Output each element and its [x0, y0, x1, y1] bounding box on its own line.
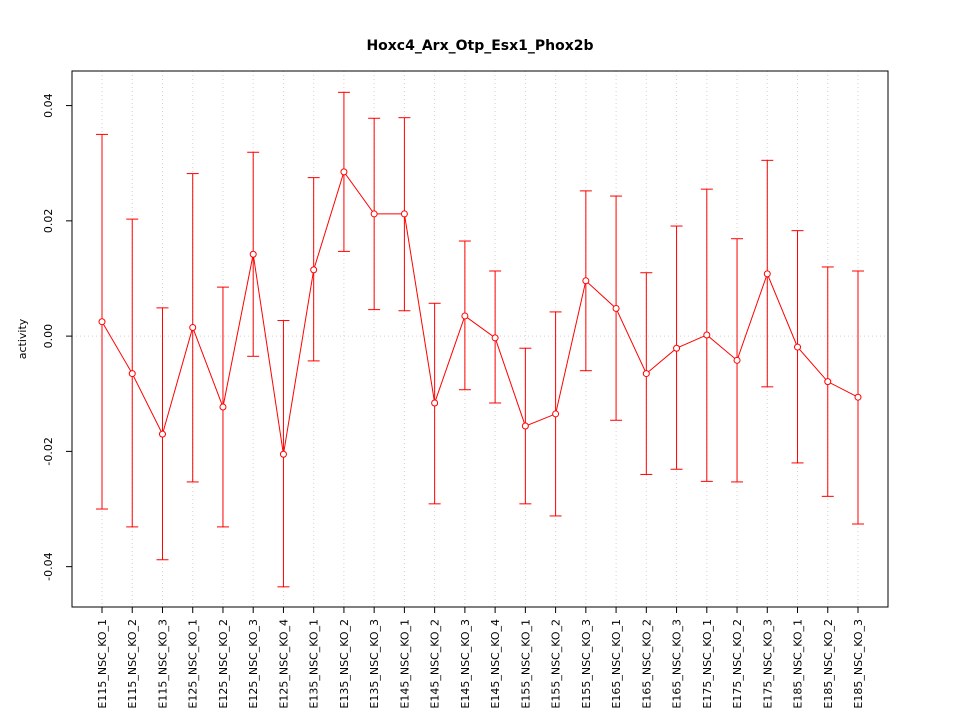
data-point — [400, 210, 408, 218]
data-point — [370, 210, 378, 218]
data-point — [249, 250, 257, 258]
x-tick-label: E135_NSC_KO_3 — [368, 619, 381, 709]
data-point — [612, 304, 620, 312]
x-tick-label: E175_NSC_KO_2 — [731, 619, 744, 709]
data-point — [189, 323, 197, 331]
x-tick-label: E125_NSC_KO_2 — [217, 619, 230, 709]
x-tick-label: E145_NSC_KO_4 — [489, 619, 502, 709]
data-point — [340, 168, 348, 176]
x-tick-label: E185_NSC_KO_2 — [822, 619, 835, 709]
x-tick-label: E115_NSC_KO_1 — [96, 619, 109, 709]
data-point — [128, 370, 136, 378]
x-tick-label: E165_NSC_KO_1 — [610, 619, 623, 709]
x-tick-label: E135_NSC_KO_1 — [308, 619, 321, 709]
data-point — [582, 277, 590, 285]
series-line — [101, 170, 859, 455]
x-tick-label: E115_NSC_KO_3 — [156, 619, 169, 709]
data-point — [642, 370, 650, 378]
data-point — [673, 344, 681, 352]
x-tick-label: E145_NSC_KO_3 — [459, 619, 472, 709]
y-tick-label: -0.02 — [42, 437, 55, 465]
x-tick-label: E165_NSC_KO_3 — [671, 619, 684, 709]
chart-title: Hoxc4_Arx_Otp_Esx1_Phox2b — [366, 38, 593, 54]
grid — [72, 71, 888, 607]
data-point — [703, 331, 711, 339]
data-point — [158, 430, 166, 438]
data-point — [431, 399, 439, 407]
error-bars — [96, 91, 864, 588]
plot-frame — [71, 70, 889, 608]
data-point — [310, 266, 318, 274]
x-tick-label: E165_NSC_KO_2 — [640, 619, 653, 709]
x-tick-label: E175_NSC_KO_1 — [701, 619, 714, 709]
data-point — [763, 270, 771, 278]
y-axis: -0.04 -0.02 0.00 0.02 0.04 — [42, 93, 72, 581]
x-tick-label: E145_NSC_KO_2 — [429, 619, 442, 709]
data-point — [824, 378, 832, 386]
x-tick-label: E125_NSC_KO_3 — [247, 619, 260, 709]
data-point — [461, 312, 469, 320]
data-point — [521, 422, 529, 430]
data-point — [279, 450, 287, 458]
x-axis: E115_NSC_KO_1 E115_NSC_KO_2 E115_NSC_KO_3 E… — [96, 607, 865, 709]
x-tick-label: E115_NSC_KO_2 — [126, 619, 139, 709]
y-tick-label: 0.02 — [42, 209, 55, 234]
x-tick-label: E145_NSC_KO_1 — [398, 619, 411, 709]
data-point — [491, 334, 499, 342]
data-points — [98, 168, 862, 458]
data-point — [98, 318, 106, 326]
x-tick-label: E175_NSC_KO_3 — [761, 619, 774, 709]
x-tick-label: E125_NSC_KO_4 — [277, 619, 290, 709]
y-tick-label: -0.04 — [42, 552, 55, 580]
x-tick-label: E185_NSC_KO_1 — [792, 619, 805, 709]
data-point — [219, 403, 227, 411]
data-point — [794, 343, 802, 351]
data-point — [733, 356, 741, 364]
x-tick-label: E125_NSC_KO_1 — [187, 619, 200, 709]
data-point — [854, 393, 862, 401]
y-tick-label: 0.00 — [42, 324, 55, 349]
x-tick-label: E185_NSC_KO_3 — [852, 619, 865, 709]
x-tick-label: E155_NSC_KO_2 — [550, 619, 563, 709]
x-tick-label: E155_NSC_KO_1 — [519, 619, 532, 709]
y-axis-label: activity — [16, 318, 29, 359]
x-tick-label: E135_NSC_KO_2 — [338, 619, 351, 709]
y-tick-label: 0.04 — [42, 93, 55, 118]
data-point — [552, 410, 560, 418]
x-tick-label: E155_NSC_KO_3 — [580, 619, 593, 709]
